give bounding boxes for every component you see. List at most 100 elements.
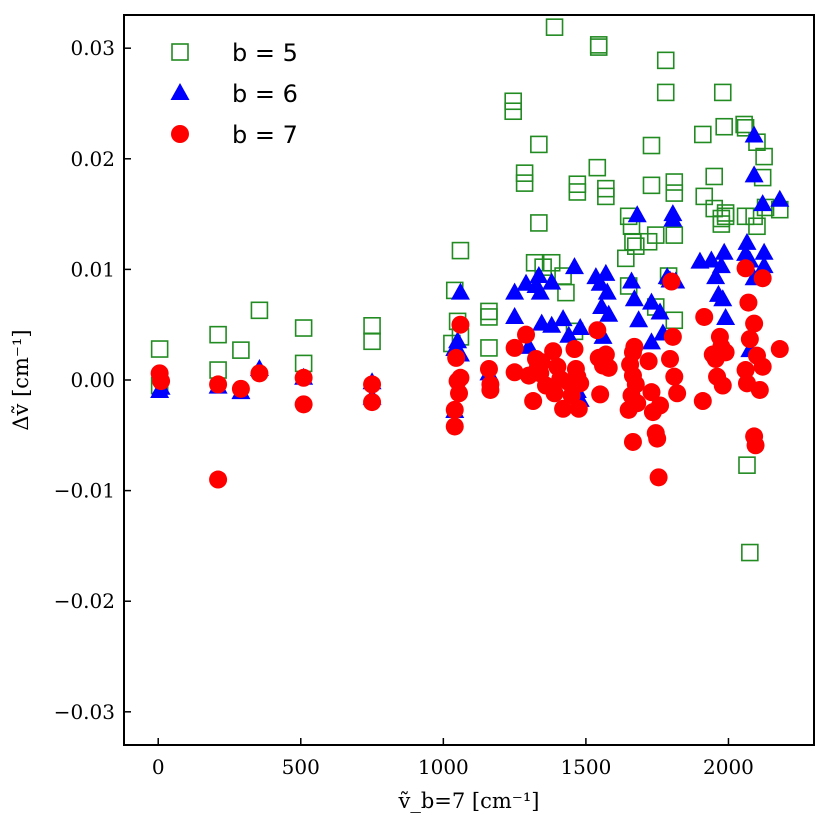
data-point bbox=[150, 340, 169, 358]
data-point bbox=[649, 468, 668, 487]
data-point bbox=[754, 242, 774, 260]
data-point bbox=[622, 271, 642, 289]
data-point bbox=[668, 384, 687, 403]
y-tick-label: 0.03 bbox=[70, 36, 115, 60]
data-point bbox=[542, 272, 562, 290]
x-axis-tick-labels: 0 500 1000 1500 2000 bbox=[152, 755, 754, 779]
data-point bbox=[665, 184, 684, 202]
data-point bbox=[530, 135, 548, 154]
data-point bbox=[209, 470, 228, 489]
data-point bbox=[363, 317, 381, 335]
data-point bbox=[695, 187, 714, 206]
data-point bbox=[738, 456, 756, 474]
data-point bbox=[505, 363, 524, 382]
data-point bbox=[554, 399, 573, 418]
data-point bbox=[588, 158, 607, 177]
data-point bbox=[715, 117, 733, 136]
data-point bbox=[529, 266, 549, 284]
data-point bbox=[754, 256, 774, 274]
y-axis-label: Δṽ [cm⁻¹] bbox=[9, 329, 33, 430]
data-point bbox=[571, 374, 590, 393]
data-point bbox=[542, 253, 561, 272]
legend-label: b = 5 bbox=[232, 39, 298, 67]
data-point bbox=[741, 543, 759, 562]
data-point bbox=[642, 176, 661, 195]
data-point bbox=[713, 83, 732, 102]
data-point bbox=[650, 302, 670, 320]
data-point bbox=[524, 392, 543, 411]
data-point bbox=[629, 310, 649, 328]
data-point bbox=[713, 376, 732, 395]
data-point bbox=[209, 375, 228, 394]
data-point bbox=[745, 314, 764, 333]
data-point bbox=[504, 102, 522, 121]
y-axis-tick-labels: −0.03 −0.02 −0.01 0.00 0.01 0.02 0.03 bbox=[54, 36, 115, 724]
legend-marker bbox=[170, 83, 190, 100]
data-point bbox=[553, 309, 573, 327]
data-point bbox=[737, 232, 757, 250]
data-point bbox=[665, 311, 684, 330]
data-point bbox=[515, 164, 534, 182]
data-point bbox=[517, 325, 536, 344]
data-point bbox=[706, 267, 726, 285]
data-point bbox=[663, 327, 682, 346]
data-point bbox=[623, 432, 642, 451]
data-point bbox=[519, 336, 539, 354]
series-2 bbox=[150, 259, 789, 489]
y-tick-label: 0.02 bbox=[70, 147, 115, 171]
data-point bbox=[748, 217, 766, 236]
legend-label: b = 6 bbox=[232, 80, 298, 108]
y-tick-label: −0.02 bbox=[54, 589, 115, 613]
data-point bbox=[445, 417, 464, 436]
data-point bbox=[701, 250, 721, 268]
data-point bbox=[588, 321, 607, 340]
y-axis-ticks bbox=[124, 47, 131, 713]
data-point bbox=[662, 272, 681, 291]
data-point bbox=[515, 174, 534, 192]
data-point bbox=[617, 249, 635, 268]
data-point bbox=[665, 173, 684, 191]
data-point bbox=[642, 136, 661, 155]
data-point bbox=[716, 204, 735, 222]
data-point bbox=[641, 332, 661, 350]
data-point bbox=[656, 51, 675, 70]
data-point bbox=[656, 83, 675, 102]
data-point bbox=[716, 308, 736, 326]
y-tick-label: −0.03 bbox=[54, 700, 115, 724]
x-tick-label: 2000 bbox=[703, 755, 754, 779]
data-point bbox=[231, 379, 250, 398]
data-point bbox=[294, 395, 313, 414]
data-point bbox=[597, 282, 617, 300]
data-point bbox=[627, 205, 647, 223]
data-point bbox=[693, 392, 712, 411]
data-point bbox=[481, 380, 500, 399]
data-point bbox=[451, 368, 470, 387]
data-point bbox=[755, 147, 773, 166]
data-point bbox=[739, 293, 758, 312]
data-point bbox=[559, 325, 579, 343]
legend: b = 5 b = 6 b = 7 bbox=[170, 39, 298, 149]
data-point bbox=[568, 183, 587, 201]
y-tick-label: −0.01 bbox=[54, 479, 115, 503]
data-point bbox=[480, 339, 498, 357]
data-point bbox=[232, 341, 250, 359]
data-point bbox=[597, 187, 615, 206]
data-point bbox=[753, 194, 773, 212]
data-point bbox=[450, 282, 470, 300]
data-point bbox=[294, 319, 313, 337]
data-point bbox=[505, 338, 524, 357]
data-point bbox=[570, 318, 590, 336]
data-point bbox=[735, 115, 753, 134]
data-point bbox=[711, 256, 731, 274]
data-point bbox=[745, 207, 763, 226]
data-point bbox=[736, 259, 755, 278]
data-point bbox=[532, 353, 551, 372]
data-point bbox=[209, 325, 227, 344]
data-point bbox=[625, 337, 644, 356]
data-point bbox=[505, 282, 525, 300]
data-point bbox=[651, 396, 670, 415]
x-tick-label: 1000 bbox=[418, 755, 469, 779]
data-point bbox=[770, 189, 790, 207]
data-point bbox=[480, 308, 498, 326]
